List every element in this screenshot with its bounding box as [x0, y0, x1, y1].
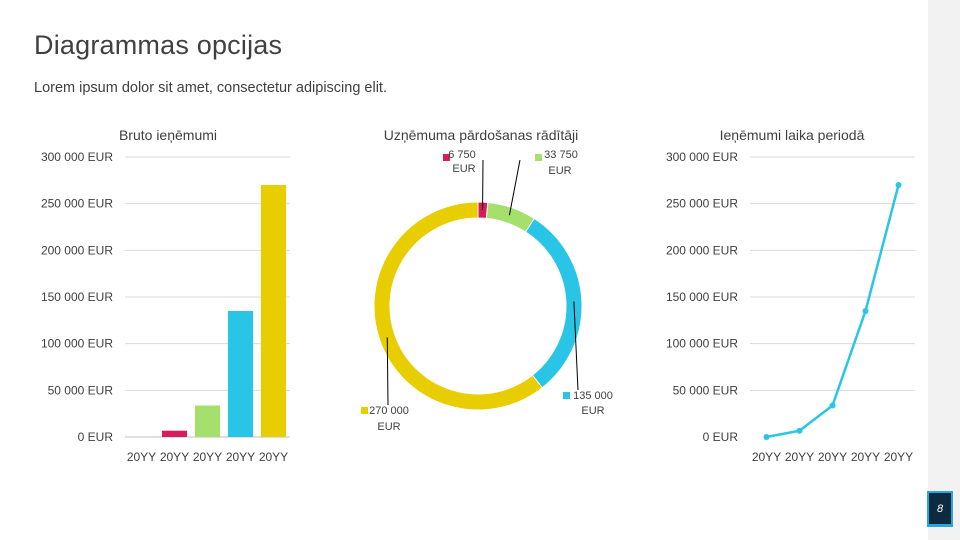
- bar-x-tick-label: 20YY: [127, 450, 156, 464]
- bar-chart-bars: [161, 185, 287, 437]
- line-point: [895, 182, 902, 188]
- line-y-tick-label: 100 000 EUR: [666, 337, 738, 351]
- line-y-tick-label: 150 000 EUR: [666, 290, 738, 304]
- line-chart-gridlines: [750, 156, 915, 391]
- donut-label-marker: [563, 392, 570, 399]
- donut-label-value: 135 000: [573, 390, 613, 402]
- bar-y-tick-label: 100 000 EUR: [41, 337, 113, 351]
- donut-leader-line: [573, 301, 579, 391]
- donut-slice: [373, 201, 543, 411]
- bar-y-tick-label: 50 000 EUR: [48, 383, 114, 397]
- donut-label-marker: [535, 154, 542, 161]
- line-series: [763, 182, 902, 440]
- line-point: [763, 434, 770, 440]
- bar-chart-y-axis-labels: 0 EUR 50 000 EUR 100 000 EUR 150 000 EUR 200…: [41, 150, 113, 444]
- line-y-tick-label: 300 000 EUR: [666, 150, 738, 164]
- bar: [260, 185, 287, 437]
- bar-chart: Bruto ieņēmumi 0 EUR 50 000 EUR 100 000 EU…: [41, 127, 290, 464]
- donut-label-unit: EUR: [548, 165, 571, 177]
- line-series-path: [766, 184, 900, 439]
- bar-x-tick-label: 20YY: [160, 450, 189, 464]
- bar: [194, 405, 221, 437]
- page-number: 8: [927, 491, 953, 527]
- line-x-tick-label: 20YY: [752, 450, 781, 464]
- donut-label-value: 33 750: [544, 149, 578, 161]
- donut-label-unit: EUR: [581, 405, 604, 417]
- line-point: [796, 427, 803, 434]
- donut-leader-line: [508, 159, 521, 216]
- donut-chart-title: Uzņēmuma pārdošanas rādītāji: [384, 127, 579, 143]
- line-point: [862, 308, 869, 314]
- line-chart-x-axis-labels: 20YY 20YY 20YY 20YY 20YY: [752, 450, 913, 464]
- line-chart-y-axis-labels: 0 EUR 50 000 EUR 100 000 EUR 150 000 EUR 200…: [666, 150, 738, 444]
- line-x-tick-label: 20YY: [851, 450, 880, 464]
- donut-leader-line: [386, 337, 389, 406]
- page-title: Diagrammas opcijas: [34, 30, 283, 60]
- donut-label-marker: [443, 154, 450, 161]
- bar-x-tick-label: 20YY: [226, 450, 255, 464]
- subtitle: Lorem ipsum dolor sit amet, consectetur …: [34, 80, 387, 96]
- line-y-tick-label: 250 000 EUR: [666, 197, 738, 211]
- donut-label-unit: EUR: [377, 421, 400, 433]
- bar: [161, 430, 188, 437]
- donut-label-marker: [361, 407, 368, 414]
- bar-y-tick-label: 200 000 EUR: [41, 243, 113, 257]
- donut-data-labels: 6 750 EUR 33 750 EUR 135 000 EUR 270 000 EUR: [361, 149, 613, 433]
- donut-slice: [485, 201, 535, 233]
- bar-y-tick-label: 300 000 EUR: [41, 150, 113, 164]
- bar-x-tick-label: 20YY: [193, 450, 222, 464]
- bar-chart-title: Bruto ieņēmumi: [119, 127, 217, 143]
- line-x-tick-label: 20YY: [785, 450, 814, 464]
- bar-chart-x-axis-labels: 20YY 20YY 20YY 20YY 20YY: [127, 450, 288, 464]
- bar-y-tick-label: 150 000 EUR: [41, 290, 113, 304]
- donut-leader-lines: [386, 159, 579, 406]
- line-y-tick-label: 0 EUR: [703, 430, 739, 444]
- line-x-tick-label: 20YY: [884, 450, 913, 464]
- bar-x-tick-label: 20YY: [259, 450, 288, 464]
- donut-chart: Uzņēmuma pārdošanas rādītāji 6 750 EUR 33 …: [361, 127, 613, 433]
- line-x-tick-label: 20YY: [818, 450, 847, 464]
- line-point: [829, 402, 836, 409]
- bar-y-tick-label: 0 EUR: [78, 430, 114, 444]
- donut-label-value: 6 750: [448, 149, 476, 161]
- line-chart-title: Ieņēmumi laika periodā: [720, 127, 865, 143]
- donut-label-unit: EUR: [452, 163, 475, 175]
- line-y-tick-label: 50 000 EUR: [673, 383, 739, 397]
- donut-label-value: 270 000: [369, 405, 409, 417]
- side-strip: [928, 0, 960, 540]
- donut-slices: [373, 201, 583, 411]
- bar-y-tick-label: 250 000 EUR: [41, 197, 113, 211]
- line-y-tick-label: 200 000 EUR: [666, 243, 738, 257]
- bar: [227, 311, 254, 437]
- line-chart: Ieņēmumi laika periodā 0 EUR 50 000 EUR 10…: [666, 127, 915, 464]
